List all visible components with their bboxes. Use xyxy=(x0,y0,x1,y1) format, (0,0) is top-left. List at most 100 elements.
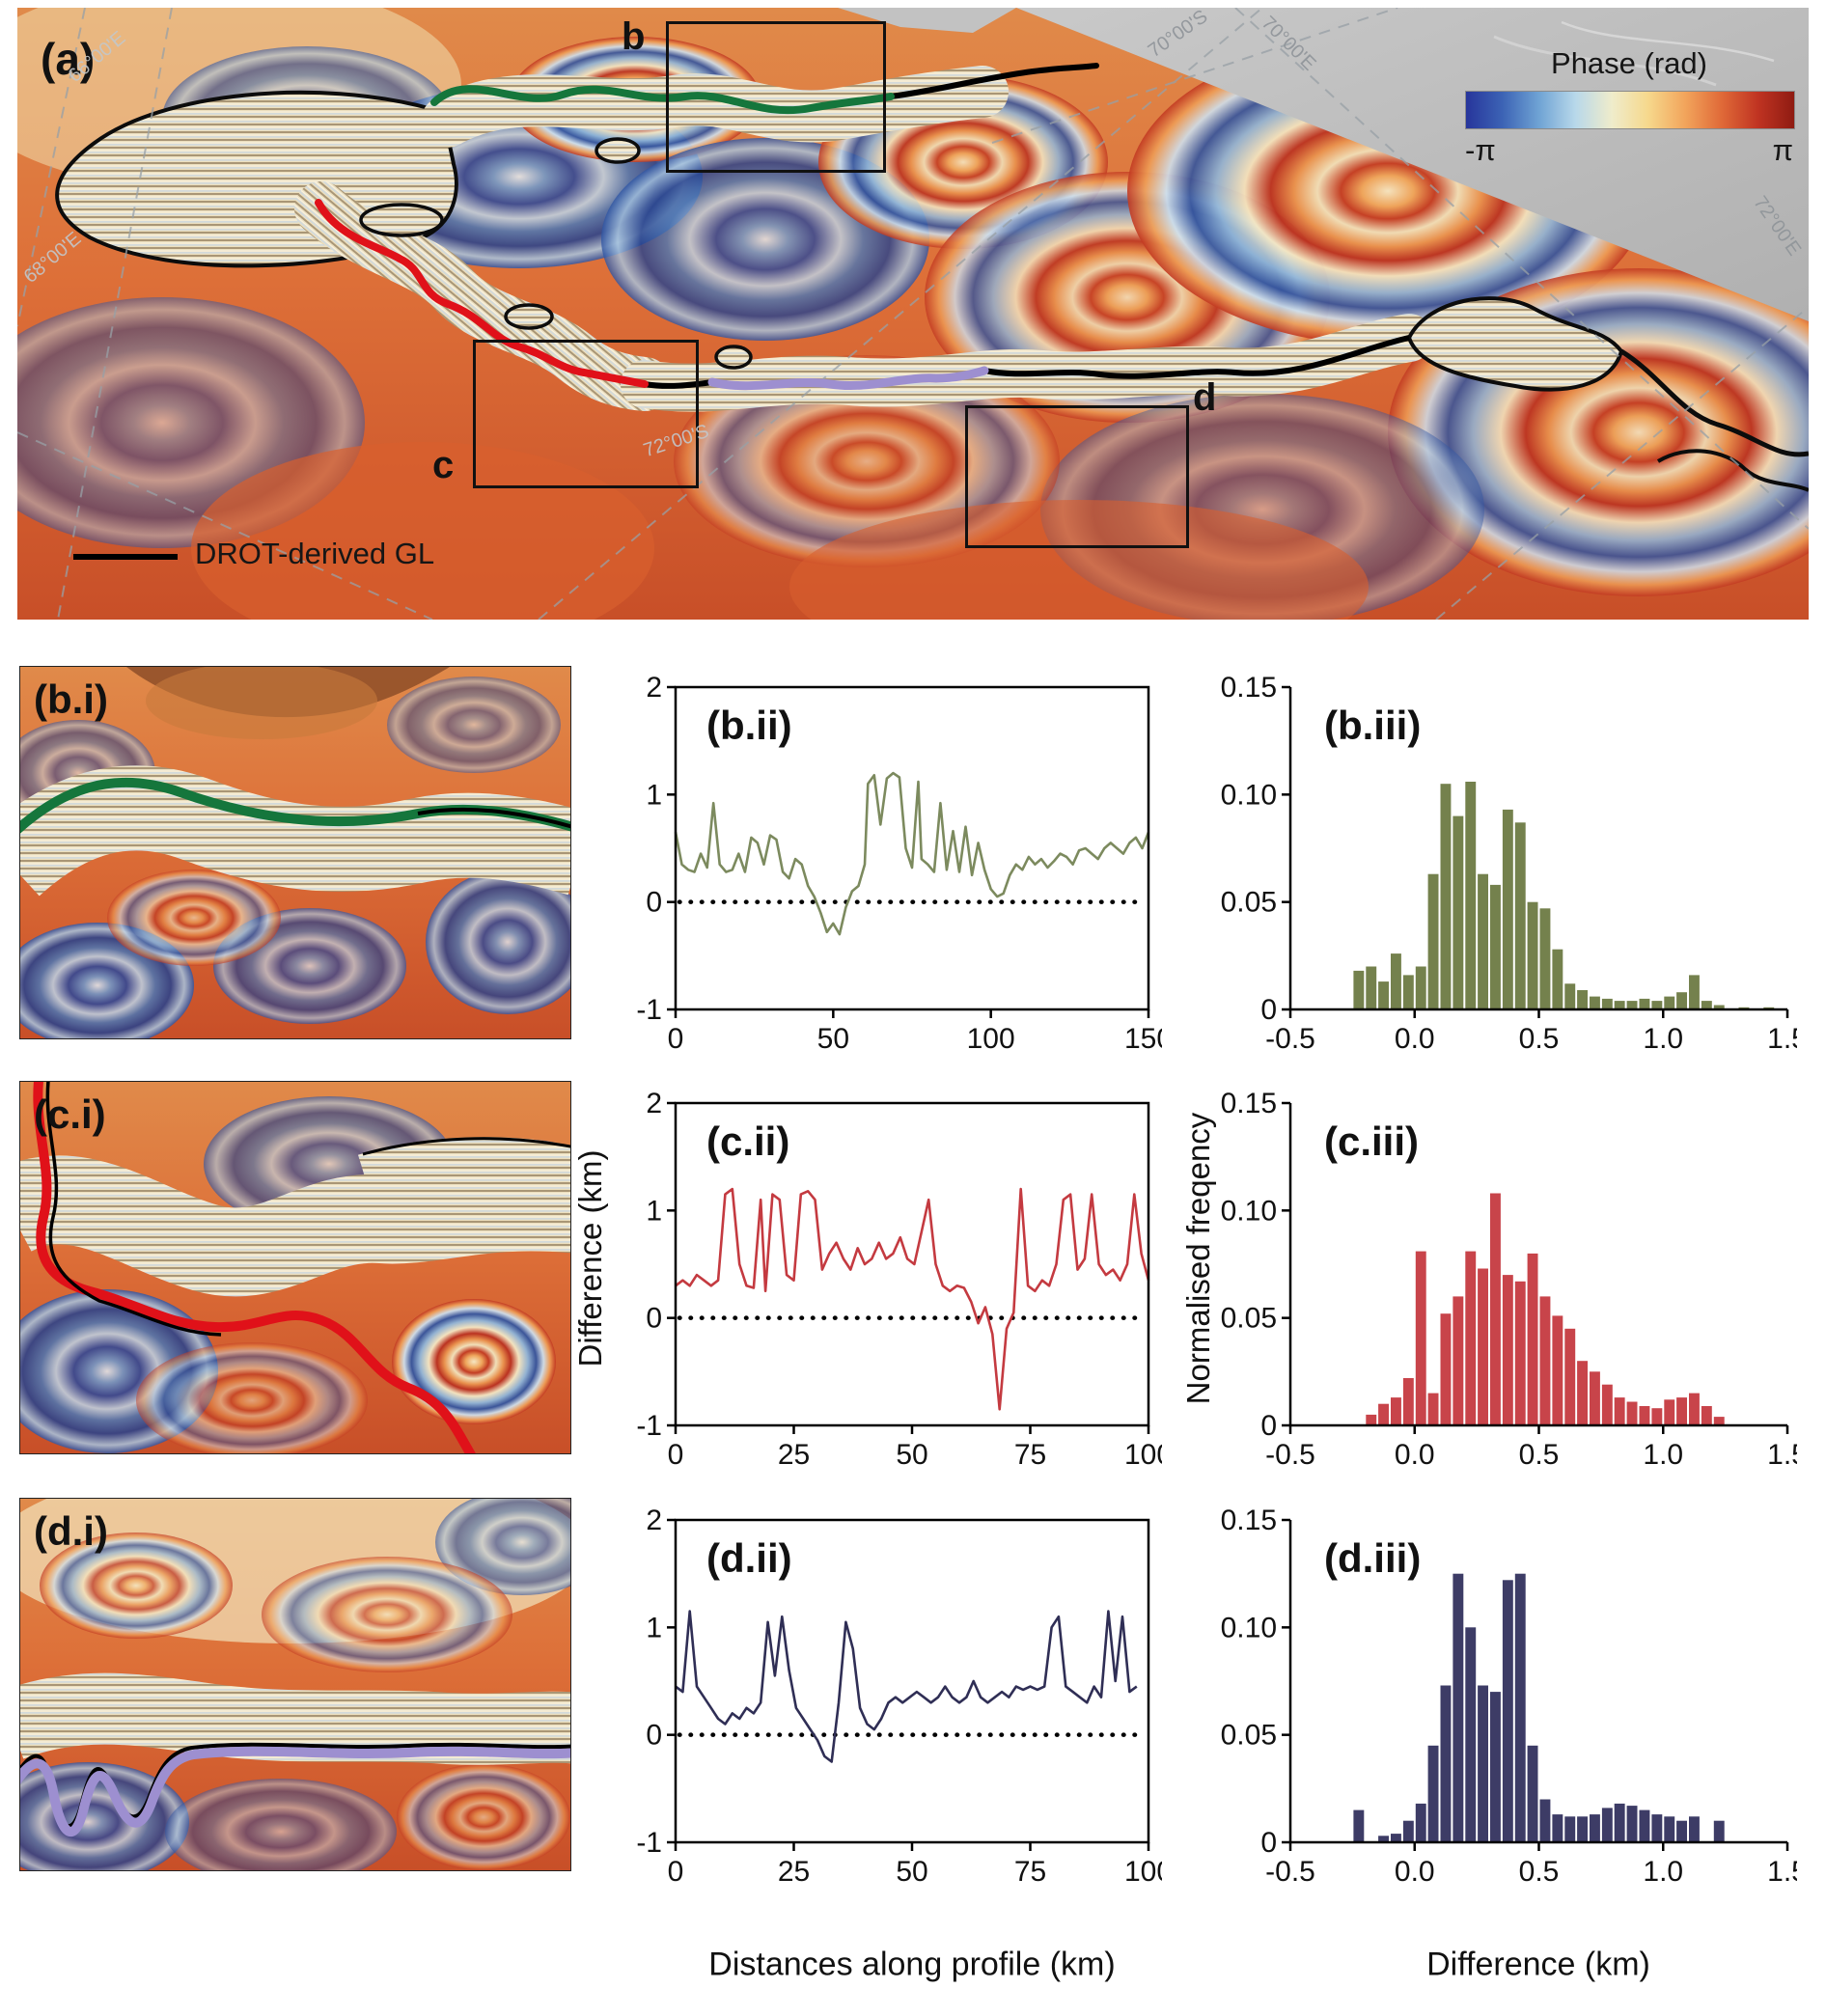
svg-text:50: 50 xyxy=(896,1439,927,1471)
svg-text:1.5: 1.5 xyxy=(1767,1023,1797,1055)
x-axis-title-distance: Distances along profile (km) xyxy=(708,1946,1116,1983)
svg-text:0.10: 0.10 xyxy=(1221,1195,1277,1227)
gl-black-segment-3 xyxy=(983,335,1410,379)
inset-box-c xyxy=(473,340,699,488)
svg-text:1: 1 xyxy=(646,779,662,811)
chart-d-iii: -0.5 0.0 0.5 1.0 1.5 0 0.05 0.10 0.15 (d.iii) xyxy=(1218,1503,1808,1889)
svg-text:-0.5: -0.5 xyxy=(1265,1856,1315,1888)
inset-box-b xyxy=(666,21,886,173)
panel-a: (a) b c d DROT-derived GL Phase (rad) -π… xyxy=(17,6,1809,620)
svg-text:50: 50 xyxy=(896,1856,927,1888)
panel-label-c-iii: (c.iii) xyxy=(1324,1118,1420,1164)
colorbar-title: Phase (rad) xyxy=(1551,46,1707,80)
panel-label-d-iii: (d.iii) xyxy=(1324,1535,1422,1581)
gl-purple xyxy=(707,366,989,391)
svg-text:0.15: 0.15 xyxy=(1221,1088,1277,1119)
inset-box-d xyxy=(965,405,1189,548)
svg-text:0.10: 0.10 xyxy=(1221,779,1277,811)
panel-label-d-ii: (d.ii) xyxy=(706,1535,792,1581)
chart-c-iii: -0.5 0.0 0.5 1.0 1.5 0 0.05 0.10 0.15 (c.iii) xyxy=(1218,1086,1808,1472)
colorbar-max-label: π xyxy=(1772,133,1793,167)
svg-text:25: 25 xyxy=(778,1439,810,1471)
fringe-band-b xyxy=(20,765,570,897)
svg-text:1.5: 1.5 xyxy=(1767,1856,1797,1888)
y-axis-title-difference: Difference (km) xyxy=(572,1149,608,1367)
fringe-band-c2 xyxy=(358,1137,570,1187)
svg-text:0: 0 xyxy=(646,1720,662,1752)
svg-text:0.05: 0.05 xyxy=(1221,1303,1277,1335)
svg-text:50: 50 xyxy=(817,1023,849,1055)
inset-box-b-label: b xyxy=(622,15,646,58)
panel-label-b-iii: (b.iii) xyxy=(1324,703,1422,748)
svg-text:1.0: 1.0 xyxy=(1643,1856,1683,1888)
inset-box-c-label: c xyxy=(432,444,455,486)
svg-text:0: 0 xyxy=(646,887,662,919)
svg-text:0: 0 xyxy=(1260,1410,1277,1442)
svg-text:0.0: 0.0 xyxy=(1395,1023,1435,1055)
svg-text:0.5: 0.5 xyxy=(1519,1439,1560,1471)
x-axis-title-difference: Difference (km) xyxy=(1426,1946,1650,1983)
chart-canvas-b3: -0.5 0.0 0.5 1.0 1.5 0 0.05 0.10 0.15 xyxy=(1221,672,1808,1055)
chart-canvas-c3: -0.5 0.0 0.5 1.0 1.5 0 0.05 0.10 0.15 xyxy=(1221,1088,1808,1471)
svg-text:100: 100 xyxy=(1124,1856,1162,1888)
panel-label-d-i: (d.i) xyxy=(34,1508,108,1554)
no-data-relief-area xyxy=(1016,8,1809,321)
panel-label-a: (a) xyxy=(41,34,96,84)
panel-label-c-ii: (c.ii) xyxy=(706,1118,790,1164)
svg-text:0: 0 xyxy=(1260,1827,1277,1859)
colorbar-gradient xyxy=(1465,91,1795,129)
colorbar: Phase (rad) -π π xyxy=(1465,46,1795,168)
fringe-band-d xyxy=(20,1672,570,1765)
chart-b-iii: -0.5 0.0 0.5 1.0 1.5 0 0.05 0.10 0.15 (b.iii) xyxy=(1218,670,1808,1056)
colorbar-min-label: -π xyxy=(1465,133,1496,167)
gl-red xyxy=(315,199,649,388)
svg-text:-0.5: -0.5 xyxy=(1265,1023,1315,1055)
phase-map-c: (c.i) xyxy=(19,1081,571,1454)
svg-text:0.05: 0.05 xyxy=(1221,1720,1277,1752)
svg-text:0: 0 xyxy=(646,1303,662,1335)
panel-label-b-i: (b.i) xyxy=(34,677,108,722)
svg-text:150: 150 xyxy=(1124,1023,1162,1055)
svg-text:0: 0 xyxy=(1260,994,1277,1026)
legend-gl-label: DROT-derived GL xyxy=(195,537,435,570)
svg-text:0: 0 xyxy=(668,1023,684,1055)
gl-purple-d xyxy=(20,1746,570,1836)
svg-text:1.0: 1.0 xyxy=(1643,1439,1683,1471)
legend-gl-line-swatch xyxy=(73,554,178,560)
svg-text:100: 100 xyxy=(967,1023,1015,1055)
y-axis-title-frequency: Normalised freqency xyxy=(1180,1112,1216,1405)
svg-text:0.5: 0.5 xyxy=(1519,1023,1560,1055)
chart-canvas-d3: -0.5 0.0 0.5 1.0 1.5 0 0.05 0.10 0.15 xyxy=(1221,1505,1808,1888)
svg-text:1: 1 xyxy=(646,1195,662,1227)
svg-text:100: 100 xyxy=(1124,1439,1162,1471)
svg-text:75: 75 xyxy=(1014,1439,1046,1471)
phase-map-b-art xyxy=(20,667,570,1038)
svg-text:2: 2 xyxy=(646,1088,662,1119)
svg-text:2: 2 xyxy=(646,672,662,704)
phase-map-d: (d.i) xyxy=(19,1498,571,1871)
svg-text:0.0: 0.0 xyxy=(1395,1439,1435,1471)
svg-text:0: 0 xyxy=(668,1439,684,1471)
fringe-band-c xyxy=(20,1155,570,1297)
svg-text:0.10: 0.10 xyxy=(1221,1612,1277,1643)
svg-text:0.05: 0.05 xyxy=(1221,887,1277,919)
svg-text:0.0: 0.0 xyxy=(1395,1856,1435,1888)
gl-black-segment-2 xyxy=(644,379,713,389)
svg-text:0.15: 0.15 xyxy=(1221,1505,1277,1536)
graticule-lines xyxy=(17,8,1809,620)
panel-label-b-ii: (b.ii) xyxy=(706,703,792,748)
svg-text:1.0: 1.0 xyxy=(1643,1023,1683,1055)
inset-box-d-label: d xyxy=(1193,376,1217,419)
svg-text:1: 1 xyxy=(646,1612,662,1643)
phase-map-b: (b.i) xyxy=(19,666,571,1039)
svg-text:75: 75 xyxy=(1014,1856,1046,1888)
svg-text:-0.5: -0.5 xyxy=(1265,1439,1315,1471)
phase-map-d-art xyxy=(20,1499,570,1870)
svg-text:0.15: 0.15 xyxy=(1221,672,1277,704)
